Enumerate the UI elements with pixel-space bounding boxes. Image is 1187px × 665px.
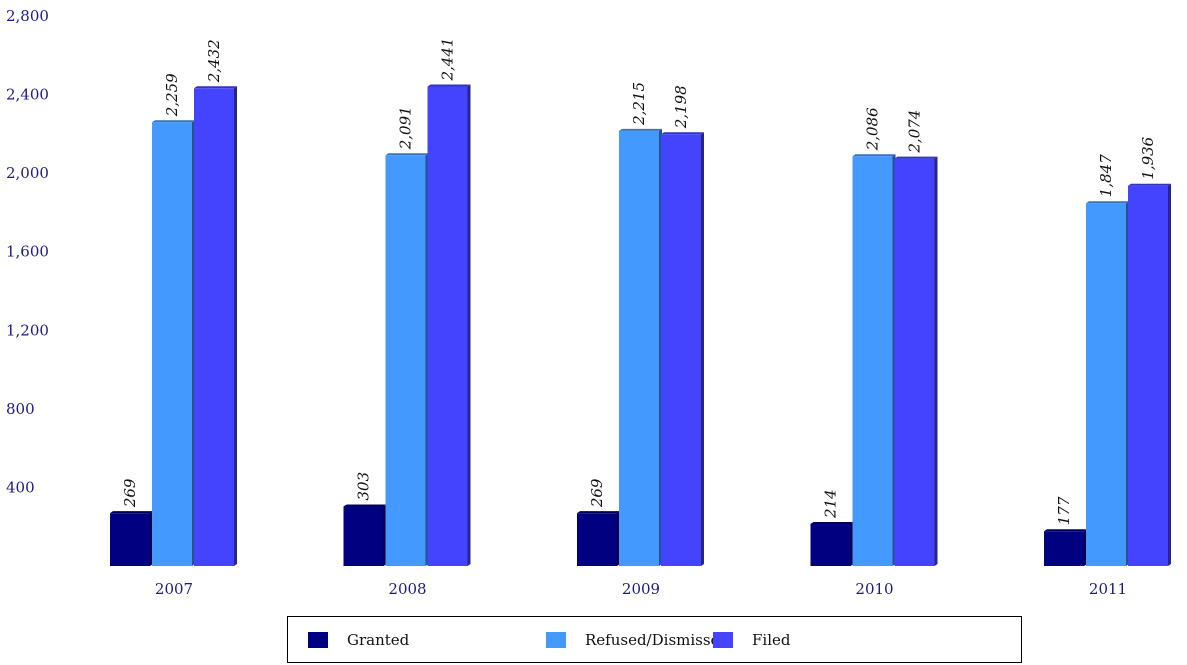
bar-refused-dismissed-2008: [385, 153, 429, 566]
data-label: 1,936: [1139, 136, 1157, 179]
legend: Granted Refused/Dismissed Filed: [287, 616, 1022, 663]
x-tick-label: 2008: [388, 580, 426, 598]
legend-label: Granted: [347, 631, 410, 649]
y-tick-label: 400: [6, 478, 35, 496]
y-tick-label: 2,400: [6, 86, 49, 104]
legend-swatch: [713, 632, 733, 648]
bar-granted-2009: [577, 511, 620, 566]
y-tick-label: 1,600: [6, 243, 49, 261]
bars: [110, 84, 1171, 567]
x-tick-label: 2009: [622, 580, 660, 598]
x-axis: 2007 2008 2009 2010 2011: [155, 580, 1127, 598]
y-tick-label: 800: [6, 400, 35, 418]
legend-box: [287, 616, 1022, 663]
data-label: 2,091: [397, 106, 415, 150]
data-label: 2,086: [864, 107, 882, 151]
y-tick-label: 1,200: [6, 321, 49, 339]
data-label: 2,432: [205, 39, 223, 83]
legend-item-filed: Filed: [713, 631, 791, 649]
data-label: 214: [822, 489, 840, 519]
x-tick-label: 2011: [1089, 580, 1127, 598]
data-labels: 269 2,259 2,432 303 2,091 2,441 269 2,215 2,198 2…: [121, 38, 1157, 526]
data-label: 1,847: [1097, 154, 1115, 197]
bar-refused-dismissed-2010: [852, 154, 896, 566]
y-tick-label: 2,800: [6, 7, 49, 25]
bar-refused-dismissed-2007: [152, 120, 195, 567]
legend-swatch: [308, 632, 328, 648]
bar-filed-2007: [194, 86, 237, 567]
y-axis: 400 800 1,200 1,600 2,000 2,400 2,800: [6, 7, 49, 496]
bar-filed-2008: [427, 84, 471, 567]
data-label: 2,215: [630, 82, 648, 126]
data-label: 2,198: [672, 85, 690, 129]
legend-item-granted: Granted: [308, 631, 410, 649]
bar-granted-2007: [110, 511, 153, 566]
data-label: 269: [588, 478, 606, 508]
legend-label: Refused/Dismissed: [585, 631, 729, 649]
data-label: 303: [355, 472, 373, 501]
bar-granted-2011: [1044, 529, 1087, 566]
bar-filed-2010: [894, 156, 938, 566]
data-label: 177: [1055, 496, 1073, 525]
bar-filed-2011: [1128, 183, 1171, 566]
data-label: 2,259: [163, 73, 181, 117]
x-tick-label: 2007: [155, 580, 193, 598]
legend-item-refused-dismissed: Refused/Dismissed: [546, 631, 729, 649]
bar-refused-dismissed-2011: [1086, 201, 1129, 567]
bar-granted-2010: [810, 521, 854, 566]
data-label: 269: [121, 478, 139, 508]
bar-refused-dismissed-2009: [619, 128, 662, 567]
data-label: 2,074: [906, 110, 924, 154]
x-tick-label: 2010: [855, 580, 893, 598]
y-tick-label: 2,000: [6, 164, 49, 182]
bar-filed-2009: [661, 132, 704, 566]
data-label: 2,441: [439, 38, 457, 82]
legend-swatch: [546, 632, 566, 648]
bar-granted-2008: [343, 504, 387, 566]
legend-label: Filed: [752, 631, 791, 649]
